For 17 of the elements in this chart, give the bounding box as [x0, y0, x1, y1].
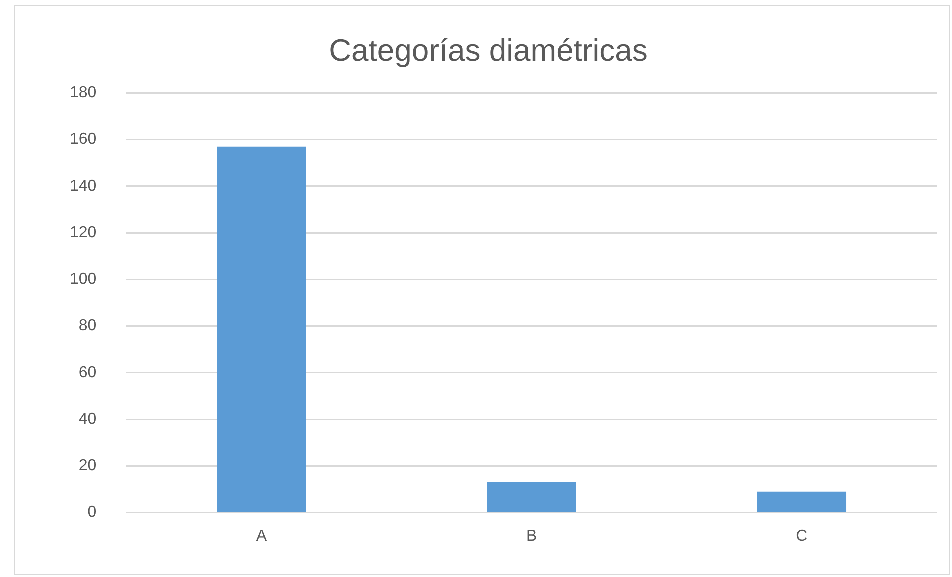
- y-tick-label: 160: [70, 131, 97, 148]
- x-tick-label: C: [796, 528, 808, 545]
- bar: [217, 146, 306, 512]
- x-tick-label: A: [256, 528, 268, 545]
- y-tick-label: 80: [78, 318, 97, 335]
- y-tick-label: 120: [70, 224, 97, 242]
- y-tick-label: 180: [70, 84, 97, 102]
- y-tick-label: 0: [88, 504, 97, 522]
- bar: [757, 492, 847, 512]
- bar: [487, 482, 576, 512]
- y-tick-label: 60: [78, 364, 97, 382]
- y-tick-label: 100: [70, 271, 97, 288]
- x-tick-label: B: [526, 528, 538, 545]
- y-tick-label: 40: [78, 410, 97, 428]
- y-tick-label: 140: [70, 178, 97, 195]
- chart-title: Categorías diamétricas: [329, 33, 648, 68]
- y-tick-label: 20: [78, 458, 97, 475]
